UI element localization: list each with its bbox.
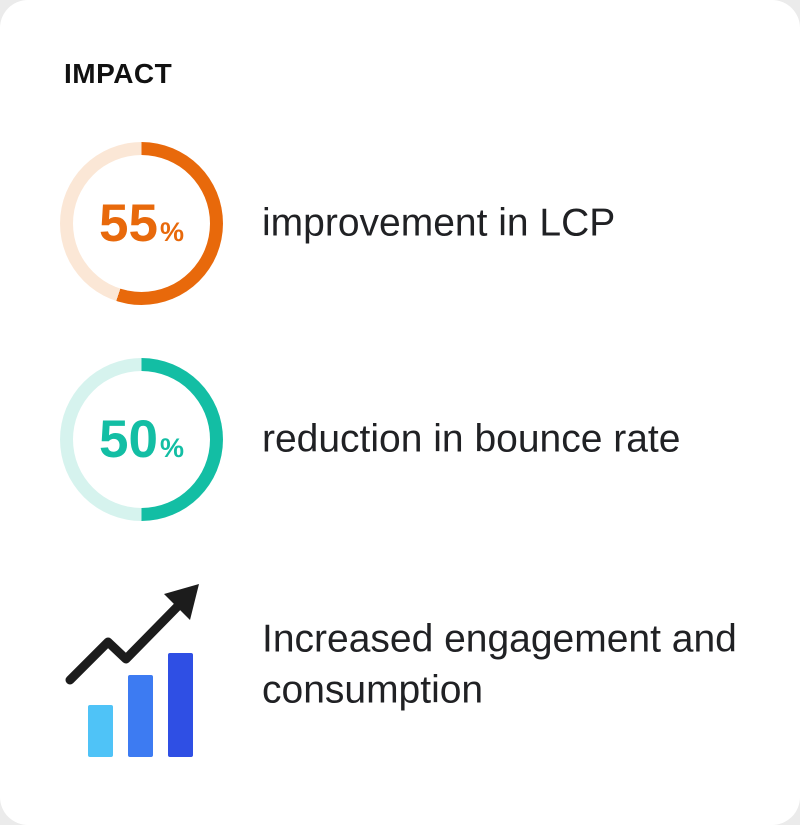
donut-center: 50 % (73, 371, 210, 508)
bar-3 (168, 653, 193, 757)
trend-arrow-head (164, 584, 199, 620)
bar-1 (88, 705, 113, 757)
stat-label-engagement: Increased engagement and consumption (262, 617, 737, 711)
donut-center: 55 % (73, 155, 210, 292)
donut-value: 50 (99, 410, 158, 469)
percent-sign: % (159, 433, 184, 463)
donut-value: 55 (99, 194, 158, 253)
donut-value-wrap: 50 % (99, 413, 184, 466)
stat-label-lcp: improvement in LCP (262, 201, 616, 245)
section-heading: IMPACT (64, 58, 173, 89)
stat-label-bounce-rate: reduction in bounce rate (262, 417, 681, 461)
percent-sign: % (159, 217, 184, 247)
rising-bar-chart-icon (65, 584, 199, 757)
donut-chart-bounce-rate: 50 % (60, 358, 223, 521)
bar-2 (128, 675, 153, 757)
trend-arrow-line (65, 602, 182, 685)
donut-chart-lcp: 55 % (60, 142, 223, 305)
donut-value-wrap: 55 % (99, 197, 184, 250)
